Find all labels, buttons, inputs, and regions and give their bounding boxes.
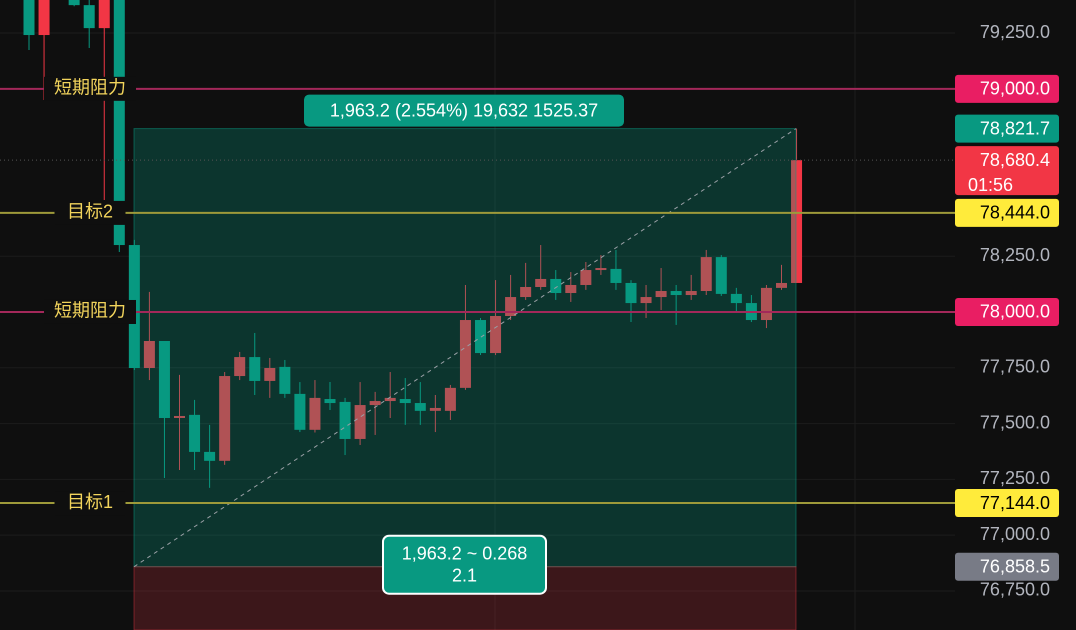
- price-badge: [955, 114, 1059, 143]
- candle-body: [219, 376, 231, 461]
- candle-body: [580, 270, 592, 285]
- level-name-bg: [44, 299, 136, 324]
- candle-body: [459, 320, 471, 388]
- candle-body: [143, 340, 155, 369]
- level-name: 短期阻力: [54, 301, 126, 321]
- level-badge: [955, 297, 1059, 326]
- y-tick-label: 78,250.0: [980, 245, 1050, 265]
- candle-body: [234, 357, 246, 377]
- candle-body: [505, 297, 517, 317]
- candle-body: [655, 291, 667, 298]
- candle-body: [354, 405, 366, 439]
- candle-body: [279, 366, 291, 394]
- candle-body: [98, 0, 110, 29]
- candle-body: [113, 0, 125, 246]
- candle-body: [384, 397, 396, 402]
- measure-top-box: [304, 94, 624, 127]
- candle-body: [550, 278, 562, 294]
- candle-body: [520, 286, 532, 298]
- candle-body: [414, 403, 426, 411]
- candle-body: [309, 397, 321, 430]
- measure-bottom-label: 1,963.2 ~ 0.268: [402, 543, 528, 563]
- y-tick-label: 79,250.0: [980, 22, 1050, 42]
- candle-body: [38, 0, 50, 36]
- price-badge-label: 78,680.4: [980, 150, 1050, 170]
- candle-body: [158, 340, 170, 418]
- measure-bottom-box: [382, 534, 547, 595]
- price-badge: [955, 146, 1059, 196]
- level-badge: [955, 74, 1059, 103]
- candle-body: [23, 0, 35, 36]
- price-badge-label: 78,821.7: [980, 118, 1050, 138]
- candle-body: [189, 414, 201, 452]
- candle-body: [670, 291, 682, 296]
- y-tick-label: 77,750.0: [980, 357, 1050, 377]
- candle-body: [595, 268, 607, 271]
- level-name-bg: [54, 491, 126, 516]
- candle-body: [264, 368, 276, 381]
- candle-body: [760, 287, 772, 321]
- candle-body: [610, 268, 622, 283]
- candle-body: [249, 357, 261, 381]
- candle-body: [399, 399, 411, 404]
- candle-body: [490, 316, 502, 354]
- y-tick-label: 76,750.0: [980, 580, 1050, 600]
- price-badge-label: 76,858.5: [980, 556, 1050, 576]
- candle-body: [294, 393, 306, 430]
- level-name: 短期阻力: [54, 78, 126, 98]
- candle-body: [475, 320, 486, 354]
- measure-range: [133, 128, 797, 568]
- candle-body: [535, 278, 547, 287]
- level-name-bg: [44, 76, 136, 101]
- price-badge: [955, 552, 1059, 581]
- candle-body: [776, 282, 787, 288]
- measure-bottom-sublabel: 2.1: [452, 565, 477, 585]
- y-tick-label: 77,500.0: [980, 412, 1050, 432]
- level-name-bg: [54, 200, 126, 225]
- candle-body: [369, 401, 381, 406]
- candle-body: [625, 282, 637, 304]
- level-badge-label: 78,000.0: [980, 302, 1050, 322]
- candle-body: [444, 387, 456, 411]
- y-tick-label: 77,000.0: [980, 524, 1050, 544]
- level-badge-label: 77,144.0: [980, 493, 1050, 513]
- countdown: 01:56: [968, 175, 1013, 195]
- candle-body: [700, 257, 712, 292]
- level-badge-label: 78,444.0: [980, 203, 1050, 223]
- candle-body: [685, 291, 697, 296]
- level-name: 目标2: [67, 202, 113, 222]
- candle-body: [174, 415, 185, 418]
- candle-body: [324, 399, 336, 404]
- level-name: 目标1: [67, 492, 113, 512]
- level-badge: [955, 489, 1059, 518]
- y-tick-label: 77,250.0: [980, 468, 1050, 488]
- level-badge: [955, 198, 1059, 227]
- candle-body: [565, 284, 577, 294]
- candle-body: [429, 407, 441, 411]
- candle-body: [83, 5, 95, 29]
- level-badge-label: 79,000.0: [980, 79, 1050, 99]
- measure-top-label: 1,963.2 (2.554%) 19,632 1525.37: [330, 100, 598, 120]
- candle-body: [791, 160, 803, 283]
- candle-body: [715, 257, 727, 294]
- candle-body: [640, 297, 652, 304]
- candle-body: [204, 451, 216, 461]
- candle-body: [730, 293, 742, 304]
- candle-body: [68, 0, 80, 6]
- candle-body: [339, 401, 351, 439]
